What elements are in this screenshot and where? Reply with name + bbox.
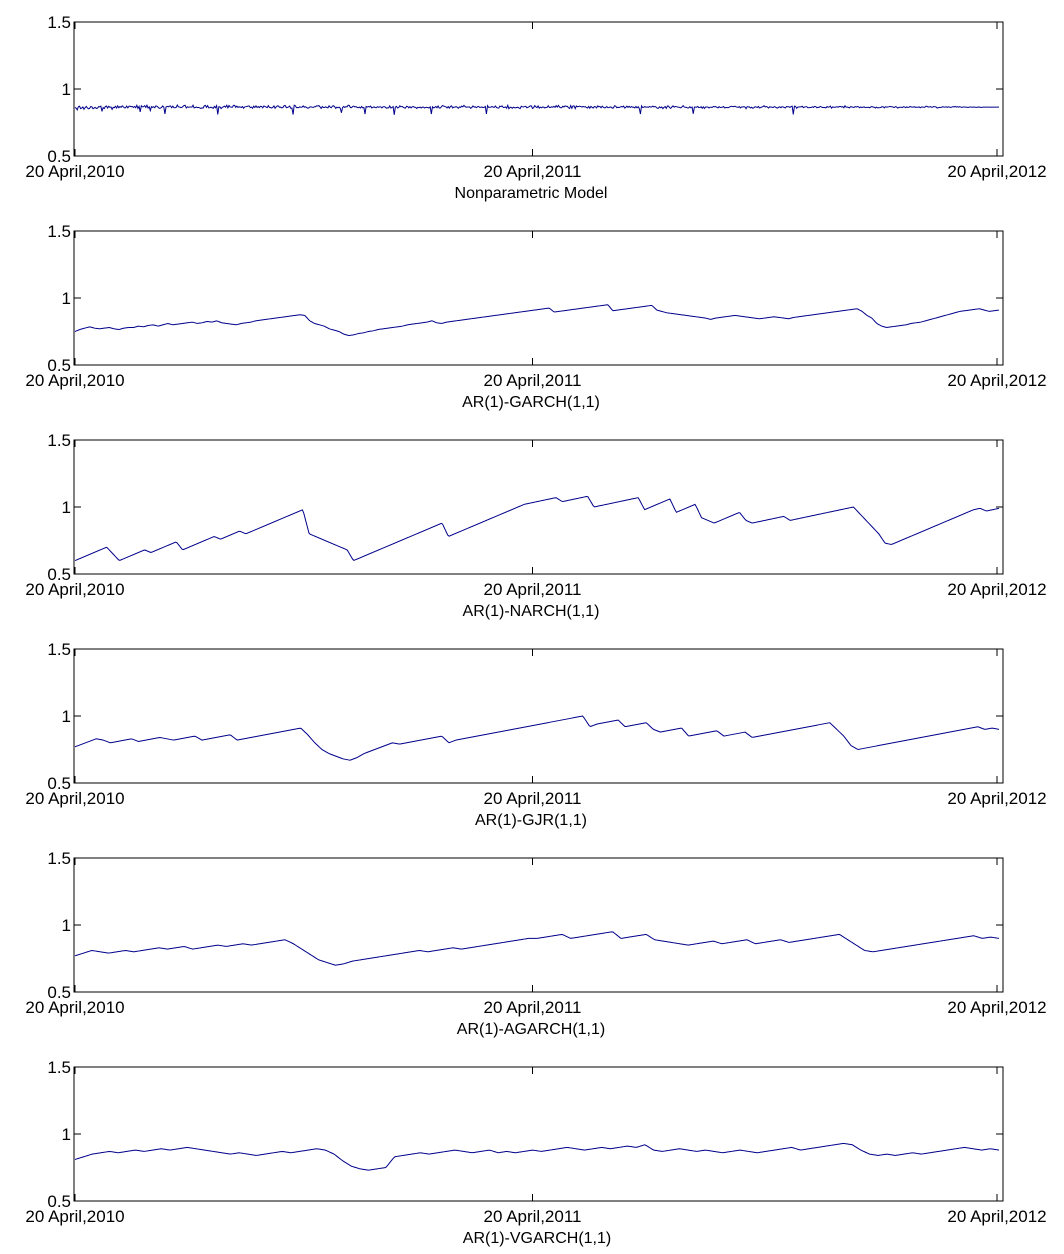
subplot-3: 0.5 1 1.5 20 April,2010 20 April,2011 20 Apri…: [25, 431, 1046, 599]
axes-box: [73, 857, 1004, 993]
axes-box: [73, 648, 1004, 784]
x-tick-label: 20 April,2011: [484, 789, 582, 808]
x-tick-label: 20 April,2012: [947, 998, 1046, 1017]
subplot-5: 0.5 1 1.5 20 April,2010 20 April,2011 20 Apri…: [25, 849, 1046, 1017]
x-axis-label: AR(1)-GJR(1,1): [475, 812, 587, 829]
x-tick-label: 20 April,2011: [484, 580, 582, 599]
y-tick-label: 0.5: [47, 1192, 71, 1211]
x-tick-label: 20 April,2010: [25, 162, 124, 181]
series-line: [74, 931, 1000, 966]
x-tick-label: 20 April,2010: [25, 789, 124, 808]
y-tick-label: 1.5: [47, 431, 71, 450]
x-axis-label: AR(1)-GARCH(1,1): [462, 394, 600, 411]
y-tick-label: 1.5: [47, 13, 71, 32]
y-tick-label: 0.5: [47, 147, 71, 166]
y-tick-label: 1.5: [47, 640, 71, 659]
x-tick-label: 20 April,2012: [947, 371, 1046, 390]
x-tick-label: 20 April,2012: [947, 1207, 1046, 1226]
x-tick-label: 20 April,2010: [25, 371, 124, 390]
x-axis-label: Nonparametric Model: [455, 185, 608, 202]
x-axis-label: AR(1)-AGARCH(1,1): [457, 1021, 605, 1038]
x-tick-label: 20 April,2011: [484, 1207, 582, 1226]
x-tick-label: 20 April,2010: [25, 580, 124, 599]
series-line: [74, 103, 999, 115]
y-tick-label: 1.5: [47, 222, 71, 241]
subplot-2: 0.5 1 1.5 20 April,2010 20 April,2011 20 Apri…: [25, 222, 1046, 390]
x-tick-label: 20 April,2012: [947, 789, 1046, 808]
axes-box: [73, 21, 1004, 157]
axes-box: [73, 1066, 1004, 1202]
series-line: [74, 1142, 1000, 1171]
x-tick-label: 20 April,2010: [25, 998, 124, 1017]
x-axis-label: AR(1)-NARCH(1,1): [463, 603, 600, 620]
x-tick-label: 20 April,2012: [947, 580, 1046, 599]
y-tick-label: 0.5: [47, 565, 71, 584]
x-tick-label: 20 April,2011: [484, 371, 582, 390]
y-tick-label: 0.5: [47, 356, 71, 375]
x-tick-label: 20 April,2011: [484, 998, 582, 1017]
subplot-1: 0.5 1 1.5 20 April,2010 20 April,2011 20 Apri…: [25, 13, 1046, 181]
x-tick-label: 20 April,2011: [484, 162, 582, 181]
y-tick-label: 1.5: [47, 1058, 71, 1077]
subplot-4: 0.5 1 1.5 20 April,2010 20 April,2011 20 Apri…: [25, 640, 1046, 808]
y-tick-label: 1: [62, 916, 71, 935]
y-tick-label: 1: [62, 498, 71, 517]
y-tick-label: 1: [62, 707, 71, 726]
x-tick-label: 20 April,2012: [947, 162, 1046, 181]
y-tick-label: 1: [62, 289, 71, 308]
y-tick-label: 1: [62, 1125, 71, 1144]
series-line: [74, 304, 1000, 336]
x-axis-label: AR(1)-VGARCH(1,1): [463, 1230, 611, 1247]
y-tick-label: 0.5: [47, 774, 71, 793]
y-tick-label: 1.5: [47, 849, 71, 868]
subplot-6: 0.5 1 1.5 20 April,2010 20 April,2011 20 Apri…: [25, 1058, 1046, 1226]
x-tick-label: 20 April,2010: [25, 1207, 124, 1226]
axes-box: [73, 230, 1004, 366]
y-tick-label: 1: [62, 80, 71, 99]
y-tick-label: 0.5: [47, 983, 71, 1002]
series-line: [74, 495, 1000, 562]
axes-box: [73, 439, 1004, 575]
series-line: [74, 715, 1000, 761]
